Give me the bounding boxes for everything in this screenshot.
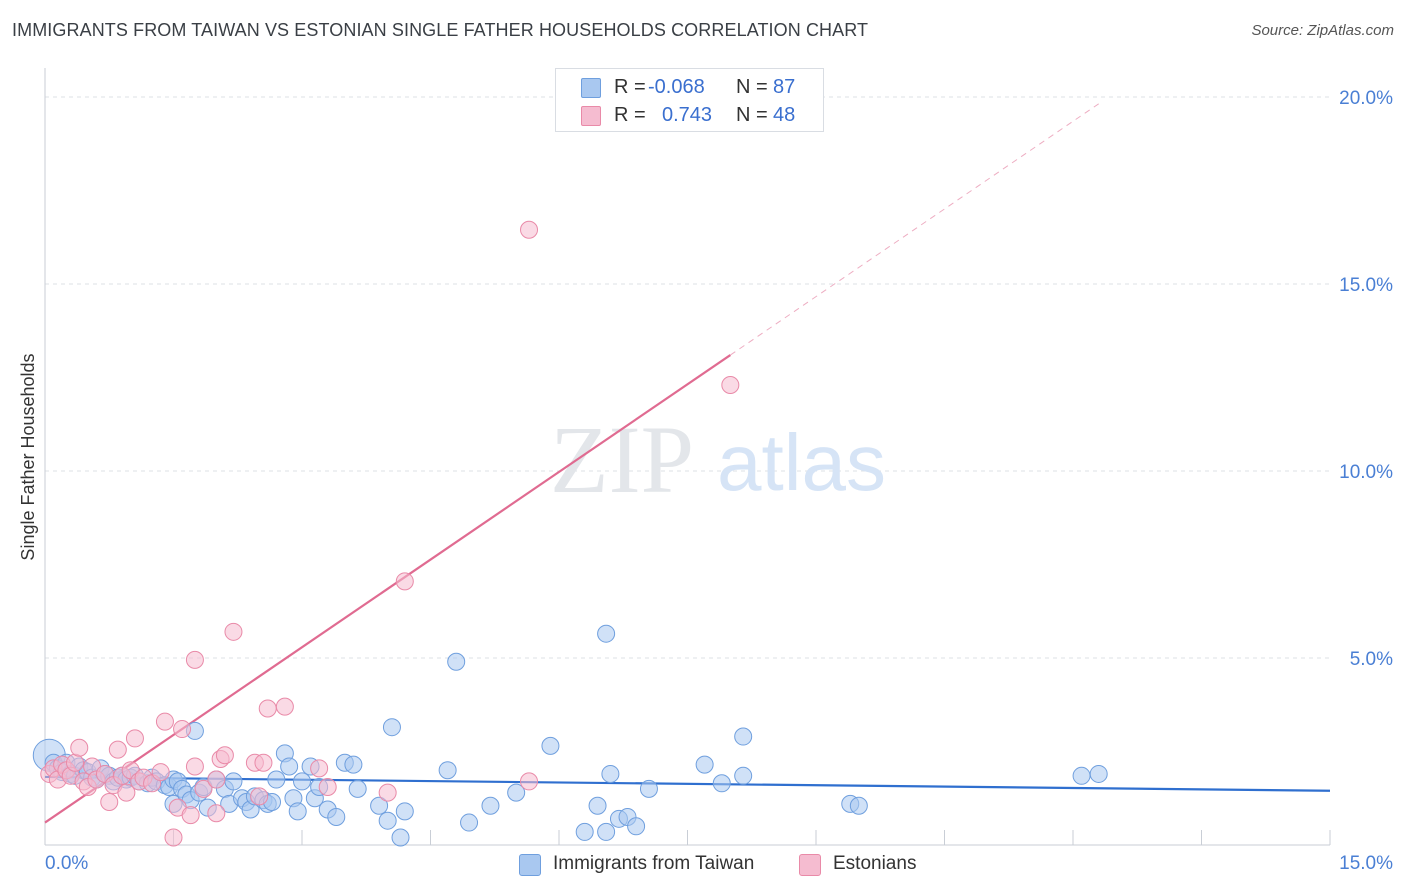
point-taiwan xyxy=(849,796,868,815)
point-taiwan xyxy=(327,807,346,826)
point-taiwan xyxy=(293,772,311,791)
watermark: ZIP atlas xyxy=(550,406,886,513)
point-estonians xyxy=(207,804,226,823)
point-taiwan xyxy=(481,796,500,815)
stats-row-estonians: R = 0.743 N = 48 xyxy=(556,100,823,128)
point-taiwan xyxy=(1089,764,1108,783)
point-estonians xyxy=(258,699,277,718)
point-taiwan xyxy=(391,828,410,847)
point-taiwan xyxy=(344,755,363,774)
legend-swatch-estonians xyxy=(799,854,821,876)
trend-extension-1 xyxy=(730,103,1099,356)
point-taiwan xyxy=(575,822,594,841)
point-estonians xyxy=(65,753,84,772)
point-estonians xyxy=(100,792,119,811)
y-tick-label: 20.0% xyxy=(1339,88,1393,109)
point-estonians xyxy=(181,806,200,825)
watermark-zip: ZIP xyxy=(550,406,694,513)
point-taiwan xyxy=(695,755,714,774)
point-estonians xyxy=(318,778,337,797)
point-estonians xyxy=(224,622,243,641)
point-taiwan xyxy=(267,770,286,789)
point-estonians xyxy=(520,220,539,239)
point-estonians xyxy=(70,738,89,757)
point-taiwan xyxy=(1072,766,1091,785)
point-taiwan xyxy=(601,764,620,783)
point-taiwan xyxy=(447,652,466,671)
chart-title: IMMIGRANTS FROM TAIWAN VS ESTONIAN SINGL… xyxy=(12,20,869,40)
point-taiwan xyxy=(541,736,560,755)
point-taiwan xyxy=(382,718,401,737)
point-taiwan xyxy=(395,802,414,821)
legend-swatch-taiwan xyxy=(519,854,541,876)
y-axis-label: Single Father Households xyxy=(18,353,38,560)
point-taiwan xyxy=(597,822,616,841)
point-estonians xyxy=(207,770,226,789)
point-estonians xyxy=(155,712,174,731)
point-taiwan xyxy=(280,757,299,776)
n-label: N = xyxy=(736,104,768,126)
n-value: 87 xyxy=(773,76,796,98)
y-tick-label: 5.0% xyxy=(1350,649,1393,670)
point-taiwan xyxy=(712,774,731,793)
point-taiwan xyxy=(460,813,479,832)
point-estonians xyxy=(310,759,329,778)
point-estonians xyxy=(194,779,213,798)
point-taiwan xyxy=(597,624,616,643)
stats-box: R = -0.068 N = 87 R = 0.743 N = 48 xyxy=(555,68,824,132)
stats-row-taiwan: R = -0.068 N = 87 xyxy=(556,72,823,100)
r-value: 0.743 xyxy=(662,104,713,126)
point-taiwan xyxy=(639,779,658,798)
y-tick-label: 15.0% xyxy=(1339,275,1393,296)
n-label: N = xyxy=(736,76,768,98)
point-estonians xyxy=(125,729,144,748)
y-tick-label: 10.0% xyxy=(1339,462,1393,483)
point-taiwan xyxy=(370,796,389,815)
trend-line-1 xyxy=(44,354,731,824)
point-taiwan xyxy=(507,783,526,802)
point-estonians xyxy=(117,783,136,802)
trend-lines xyxy=(44,103,1331,824)
point-taiwan xyxy=(438,761,457,780)
point-taiwan xyxy=(288,802,307,821)
point-estonians xyxy=(151,763,170,782)
source-label: Source: ZipAtlas.com xyxy=(1251,22,1394,39)
point-taiwan xyxy=(224,772,243,791)
axes xyxy=(44,68,1330,846)
r-value: -0.068 xyxy=(648,76,705,98)
n-value: 48 xyxy=(773,104,796,126)
tick-labels: 5.0% 10.0% 15.0% 20.0% 0.0% 15.0% xyxy=(45,88,1393,874)
point-estonians xyxy=(275,697,294,716)
point-estonians xyxy=(254,753,273,772)
point-estonians xyxy=(395,572,414,591)
stats-swatch-taiwan xyxy=(581,78,601,98)
x-tick-label: 0.0% xyxy=(45,853,88,874)
point-taiwan xyxy=(734,727,753,746)
point-taiwan xyxy=(348,779,367,798)
point-estonians xyxy=(173,720,192,739)
point-estonians xyxy=(250,787,269,806)
point-estonians xyxy=(520,772,539,791)
stats-swatch-estonians xyxy=(581,106,601,126)
point-estonians xyxy=(721,375,740,394)
r-label: R = xyxy=(614,104,646,126)
legend-label-taiwan: Immigrants from Taiwan xyxy=(553,853,755,874)
point-taiwan xyxy=(734,766,753,785)
point-estonians xyxy=(185,757,204,776)
point-taiwan xyxy=(378,811,397,830)
point-estonians xyxy=(108,740,127,759)
trend-line-0 xyxy=(44,775,1331,792)
legend-label-estonians: Estonians xyxy=(833,853,917,874)
point-estonians xyxy=(378,783,397,802)
r-label: R = xyxy=(614,76,646,98)
x-tick-label: 15.0% xyxy=(1339,853,1393,874)
point-estonians xyxy=(215,746,234,765)
point-estonians xyxy=(164,828,183,847)
data-points xyxy=(32,220,1108,847)
point-estonians xyxy=(185,650,204,669)
watermark-atlas: atlas xyxy=(717,418,886,507)
point-taiwan xyxy=(627,817,646,836)
point-taiwan xyxy=(588,796,607,815)
